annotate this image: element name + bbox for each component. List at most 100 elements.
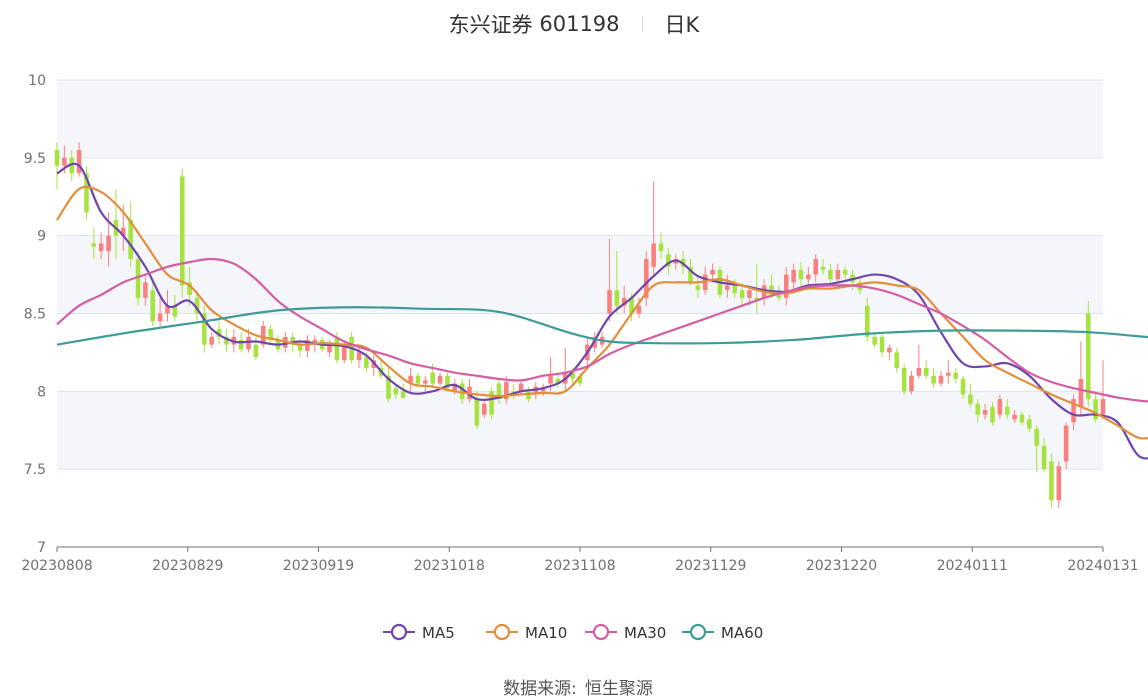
candle-body (577, 375, 583, 384)
candle (828, 263, 833, 283)
y-tick-label: 7 (37, 540, 46, 556)
candle (835, 263, 841, 283)
candle-body (798, 269, 804, 280)
candle (960, 375, 966, 400)
candle (982, 403, 988, 420)
candle-body (238, 339, 244, 350)
title-divider (641, 16, 643, 32)
candle-body (548, 375, 553, 384)
candle-body (518, 383, 524, 392)
candle-body (202, 313, 207, 345)
candle-body (452, 383, 458, 392)
candle (179, 168, 185, 298)
candle (1041, 438, 1047, 473)
candle-body (931, 375, 936, 384)
candle (1093, 391, 1098, 423)
x-tick-label: 20230808 (21, 558, 92, 574)
candle-body (710, 269, 715, 275)
candle-body (459, 383, 465, 400)
candle-body (842, 269, 848, 275)
candle (91, 227, 97, 260)
candle (481, 399, 487, 418)
y-tick-label: 9 (37, 229, 46, 245)
candle (820, 259, 826, 275)
candle (644, 251, 649, 306)
ma5-line (56, 162, 1148, 460)
x-tick-label: 20240111 (937, 558, 1008, 574)
candle-body (872, 336, 877, 345)
legend-label: MA5 (422, 624, 455, 642)
legend-marker (592, 623, 610, 641)
candle-body (636, 305, 642, 314)
candle-body (990, 406, 995, 423)
candle-body (820, 266, 826, 270)
candle-body (901, 367, 907, 392)
candle-body (828, 269, 833, 280)
candle-body (62, 157, 67, 166)
candle-body (864, 305, 870, 337)
candle (1071, 394, 1076, 431)
candle (98, 232, 104, 260)
ma30-line (56, 257, 1148, 403)
candle-body (739, 290, 745, 298)
candle-body (1012, 414, 1017, 420)
candle-body (69, 157, 75, 174)
plot-band (57, 391, 1103, 470)
candle-body (997, 399, 1003, 415)
candle (997, 394, 1003, 420)
candle-body (216, 329, 222, 337)
candle-body (179, 176, 185, 286)
candle-body (938, 375, 944, 384)
candle (268, 324, 273, 345)
candle (1004, 399, 1010, 420)
candle-body (1085, 313, 1091, 400)
candle-body (224, 336, 229, 345)
legend-marker (390, 623, 408, 641)
source-value: 恒生聚源 (584, 679, 653, 699)
candle (1027, 414, 1032, 432)
candle-body (98, 243, 104, 252)
legend-label: MA60 (721, 624, 763, 642)
candle-body (1019, 414, 1025, 423)
candle (209, 332, 214, 348)
legend-item: MA30 (585, 623, 666, 642)
period-label: 日K (664, 13, 700, 37)
candle (253, 336, 259, 361)
candle-body (614, 290, 620, 306)
candle-body (813, 259, 819, 275)
candle-body (607, 290, 612, 314)
candle (894, 347, 900, 373)
candle (135, 251, 141, 306)
candle (621, 285, 627, 314)
candle (1049, 453, 1054, 509)
candle-body (312, 339, 318, 345)
candle-body (143, 282, 148, 298)
candle-body (982, 410, 988, 415)
candle-body (290, 336, 296, 345)
candle-body (953, 372, 958, 379)
candle-body (879, 336, 885, 353)
x-tick-label: 20231018 (414, 558, 485, 574)
candle-body (887, 347, 892, 353)
candle-body (437, 375, 443, 384)
candle (1012, 410, 1017, 423)
candle (695, 277, 701, 298)
plot-band (57, 80, 1103, 158)
candle (658, 232, 664, 260)
candle (651, 181, 656, 275)
candle-body (157, 313, 163, 322)
candle (968, 383, 973, 407)
ma10-line (56, 185, 1148, 440)
candle-body (806, 274, 811, 280)
candle (931, 367, 936, 389)
candle-body (327, 344, 332, 353)
candle (1100, 360, 1106, 420)
candle-body (84, 173, 89, 213)
candle (666, 248, 671, 275)
candle-body (1027, 419, 1032, 429)
candle-body (1071, 399, 1076, 423)
candle (887, 344, 892, 361)
candle (489, 386, 494, 420)
candle (150, 282, 156, 326)
